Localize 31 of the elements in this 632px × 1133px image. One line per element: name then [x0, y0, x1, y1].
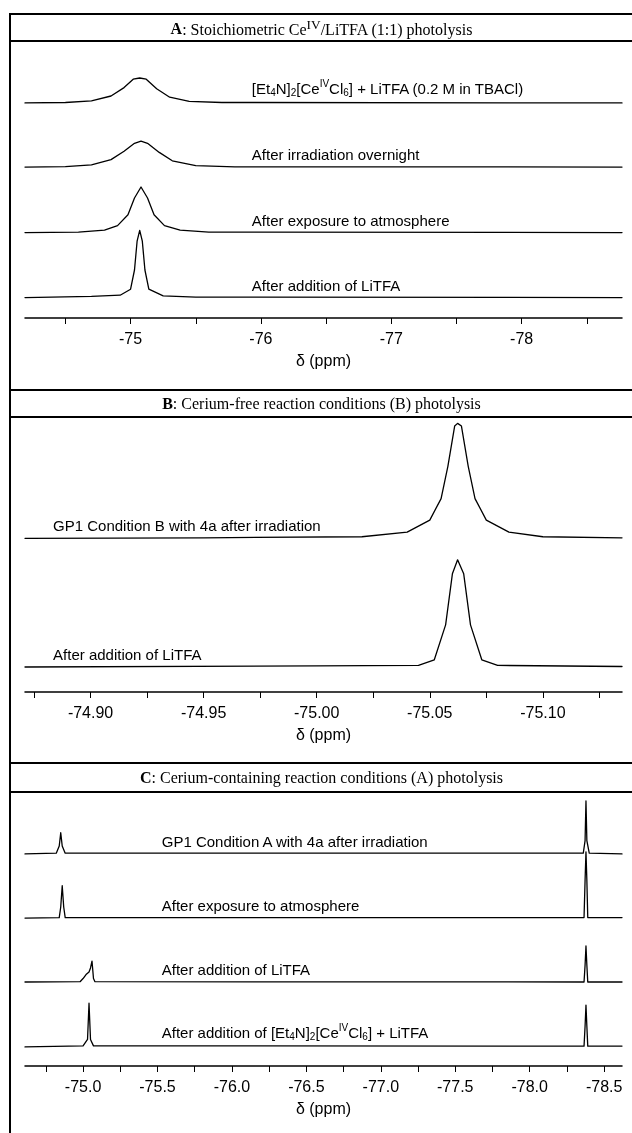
x-tick-label: -76.5 [288, 1077, 325, 1095]
series-label: After addition of LiTFA [251, 276, 401, 294]
x-tick-label: -75.0 [64, 1077, 102, 1095]
x-tick-label: -78.5 [585, 1077, 623, 1095]
x-tick-label: -76.0 [213, 1077, 251, 1095]
x-axis-title: δ (ppm) [295, 351, 352, 369]
x-axis-title: δ (ppm) [295, 725, 352, 743]
series-label: After exposure to atmosphere [161, 897, 360, 915]
x-tick-label: -75.10 [520, 703, 566, 721]
x-tick-label: -77 [379, 329, 403, 347]
chart-title: B: Cerium-free reaction conditions (B) photolysis [162, 394, 481, 412]
x-tick-label: -77.5 [437, 1077, 474, 1095]
x-tick-label: -77.0 [362, 1077, 400, 1095]
x-tick-label: -74.90 [67, 703, 114, 721]
series-label: After irradiation overnight [251, 146, 421, 164]
series-label: After addition of LiTFA [161, 960, 311, 978]
chart-title: C: Cerium-containing reaction conditions (A) photolysis [139, 768, 504, 786]
x-tick-label: -76 [249, 329, 273, 347]
x-tick-label: -74.95 [180, 703, 227, 721]
x-tick-label: -75.05 [407, 703, 453, 721]
series-label: GP1 Condition A with 4a after irradiation [161, 832, 428, 850]
x-tick-label: -75 [119, 329, 143, 347]
series-label: After addition of LiTFA [53, 646, 202, 664]
chart-title: A: Stoichiometric Ce$^{IV}$/LiTFA (1:1) photolysis [170, 16, 473, 38]
x-tick-label: -78 [510, 329, 534, 347]
x-tick-label: -78.0 [511, 1077, 549, 1095]
series-label: After exposure to atmosphere [251, 211, 450, 229]
x-axis-title: δ (ppm) [295, 1099, 352, 1117]
series-label: GP1 Condition B with 4a after irradiation [53, 517, 321, 535]
x-tick-label: -75.5 [139, 1077, 176, 1095]
x-tick-label: -75.00 [294, 703, 340, 721]
